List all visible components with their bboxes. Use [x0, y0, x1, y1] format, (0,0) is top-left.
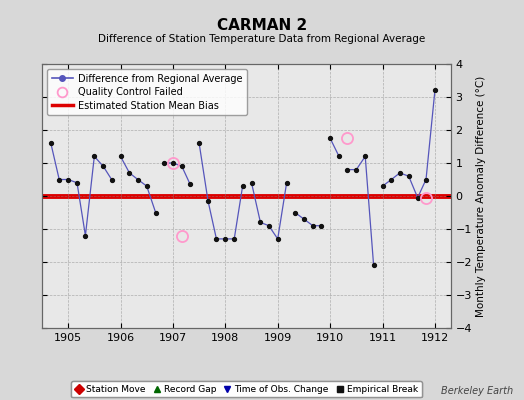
Y-axis label: Monthly Temperature Anomaly Difference (°C): Monthly Temperature Anomaly Difference (… — [476, 75, 486, 317]
Text: CARMAN 2: CARMAN 2 — [217, 18, 307, 33]
Text: Difference of Station Temperature Data from Regional Average: Difference of Station Temperature Data f… — [99, 34, 425, 44]
Text: Berkeley Earth: Berkeley Earth — [441, 386, 514, 396]
Legend: Station Move, Record Gap, Time of Obs. Change, Empirical Break: Station Move, Record Gap, Time of Obs. C… — [71, 381, 422, 398]
